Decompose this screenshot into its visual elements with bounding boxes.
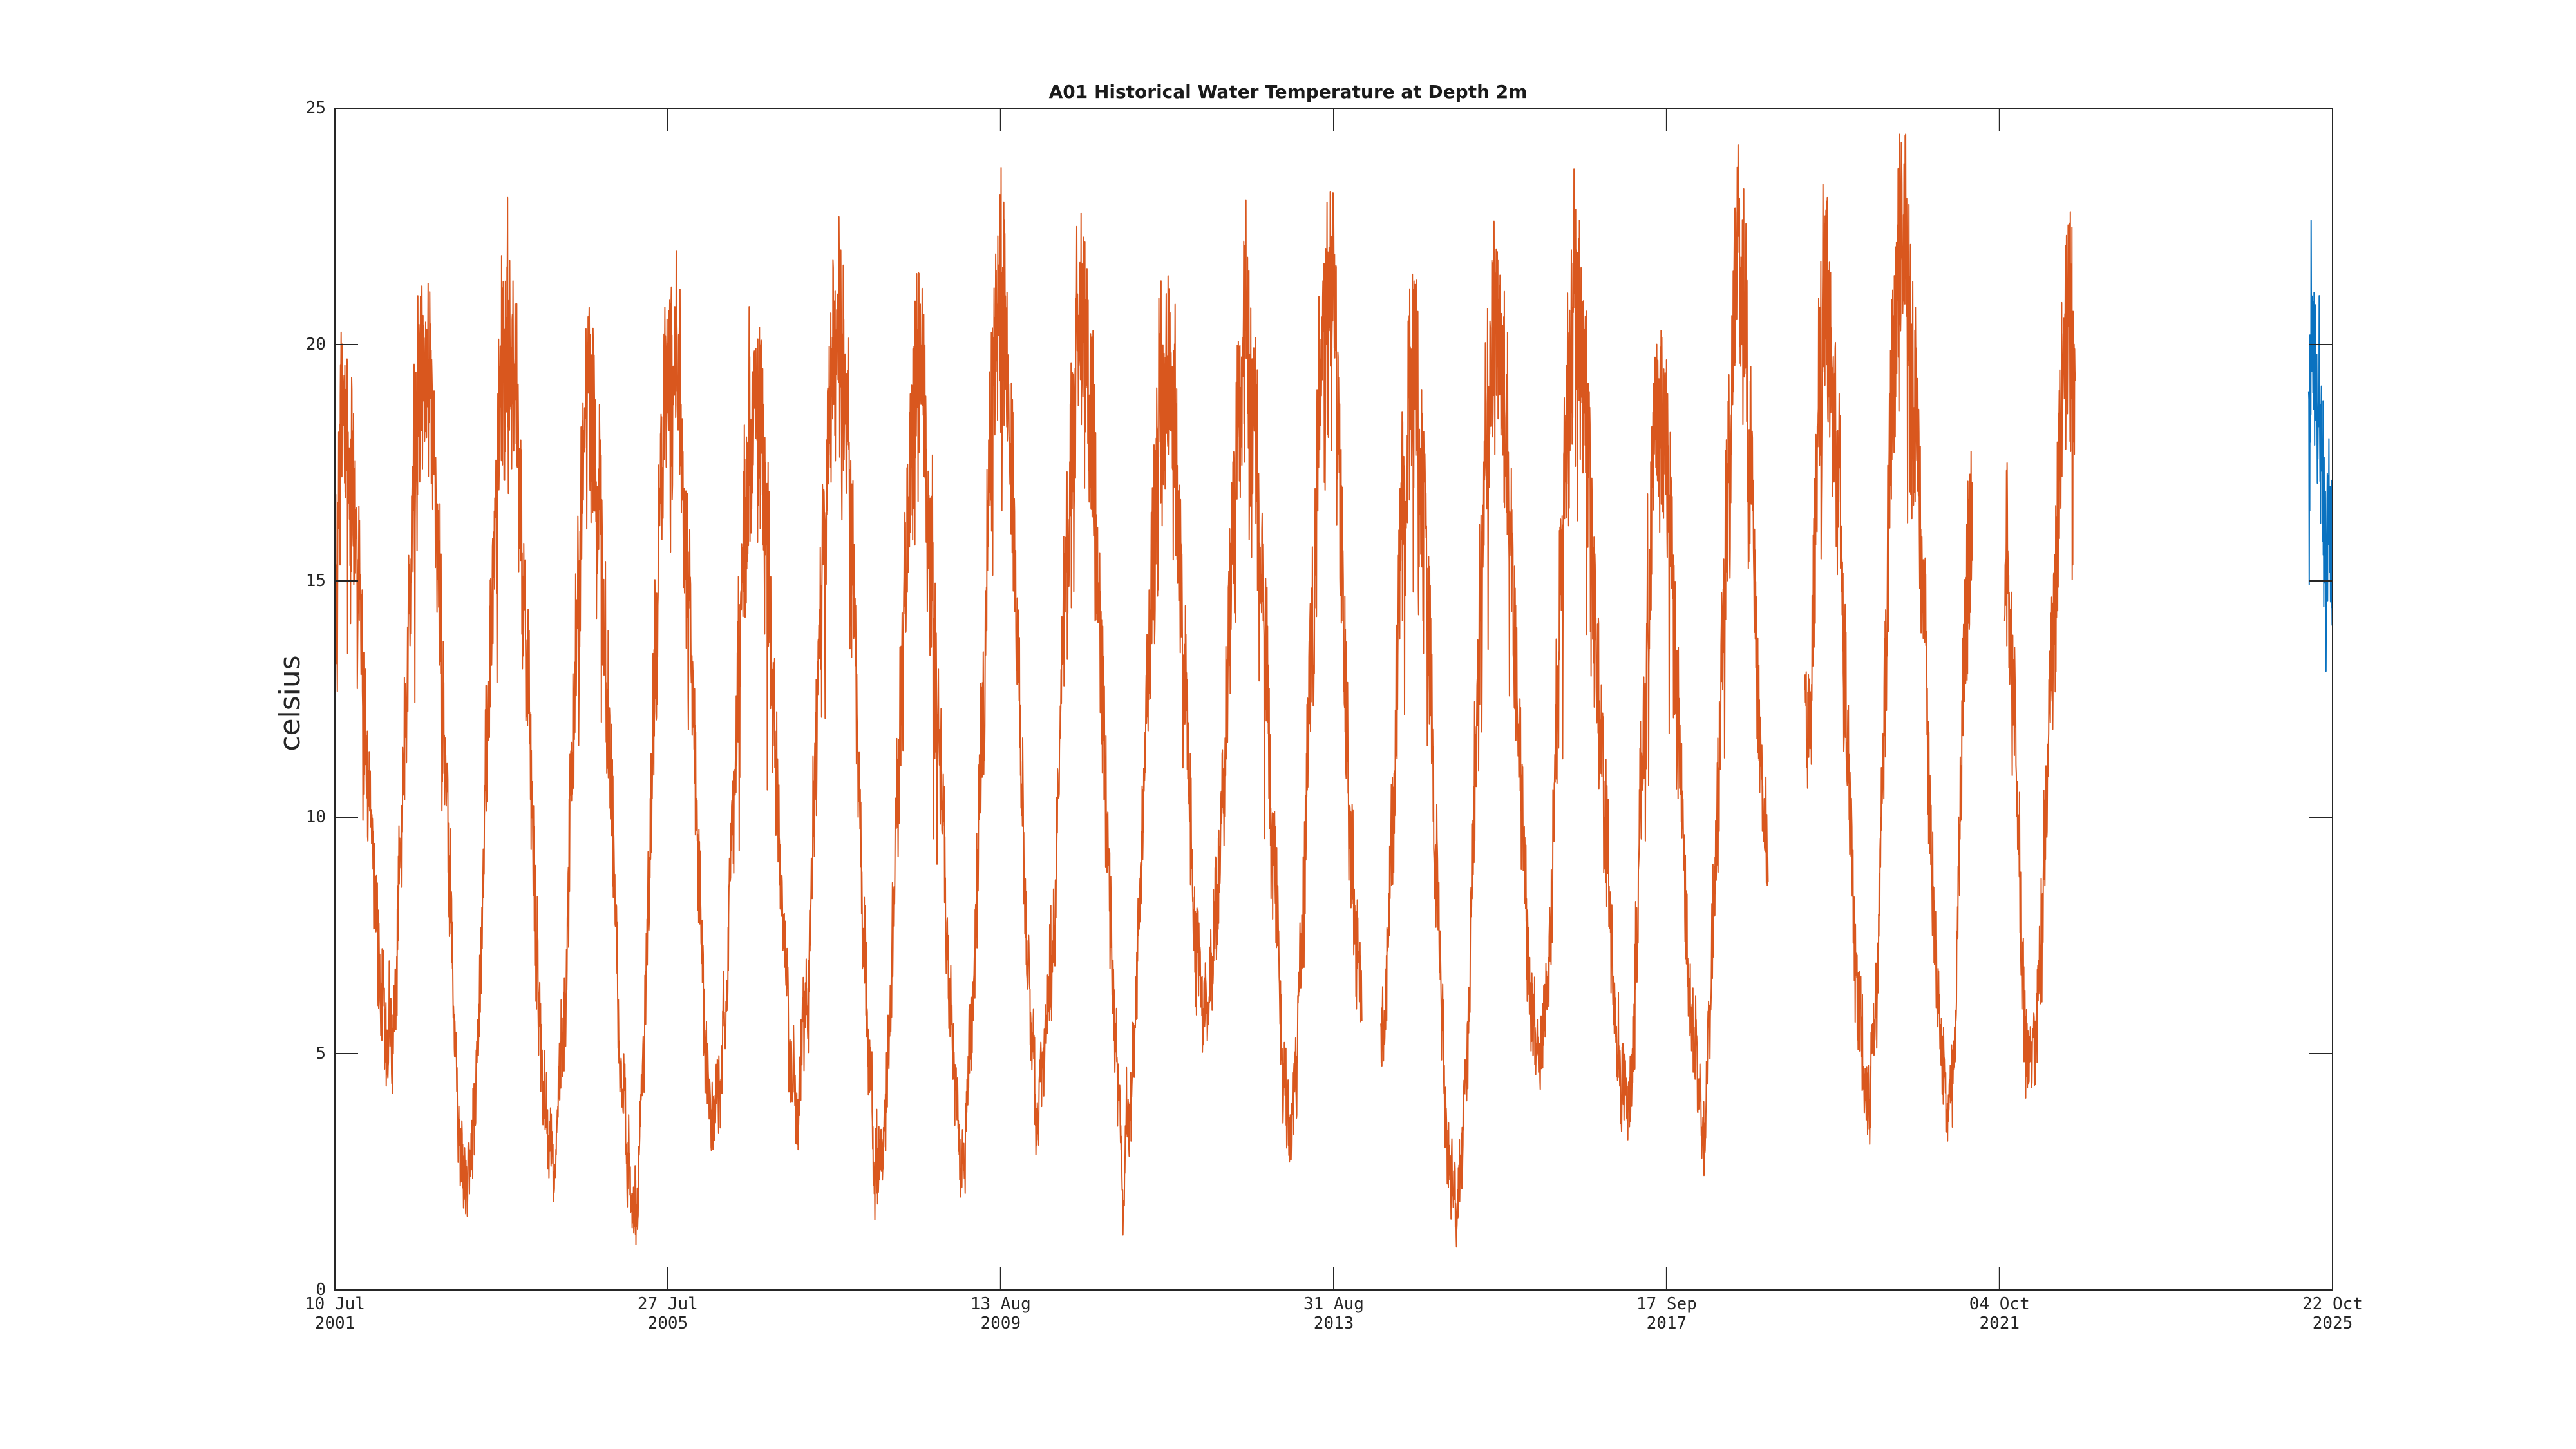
- x-tick-label: 10 Jul 2001: [305, 1294, 365, 1333]
- recent-temperature-line-segment: [2307, 220, 2333, 672]
- y-axis-label: celsius: [273, 655, 307, 752]
- x-tick-label: 13 Aug 2009: [970, 1294, 1031, 1333]
- historical-temperature-line-segment: [1358, 942, 1363, 1023]
- x-tick-label: 04 Oct 2021: [1969, 1294, 2030, 1333]
- chart-title: A01 Historical Water Temperature at Dept…: [1048, 81, 1528, 102]
- x-tick-label: 31 Aug 2013: [1303, 1294, 1364, 1333]
- y-tick-label: 10: [305, 808, 326, 827]
- y-tick-label: 25: [305, 99, 326, 118]
- historical-temperature-line-segment: [335, 167, 1359, 1245]
- y-tick-label: 5: [316, 1044, 326, 1063]
- y-tick-label: 0: [316, 1280, 326, 1300]
- x-tick-label: 22 Oct 2025: [2302, 1294, 2363, 1333]
- x-tick-label: 17 Sep 2017: [1636, 1294, 1697, 1333]
- historical-temperature-line-segment: [1804, 133, 1973, 1145]
- historical-temperature-line-segment: [1380, 144, 1769, 1248]
- y-tick-label: 15: [305, 571, 326, 591]
- x-tick-label: 27 Jul 2005: [637, 1294, 698, 1333]
- historical-temperature-line-segment: [2003, 211, 2076, 1099]
- y-tick-label: 20: [305, 335, 326, 354]
